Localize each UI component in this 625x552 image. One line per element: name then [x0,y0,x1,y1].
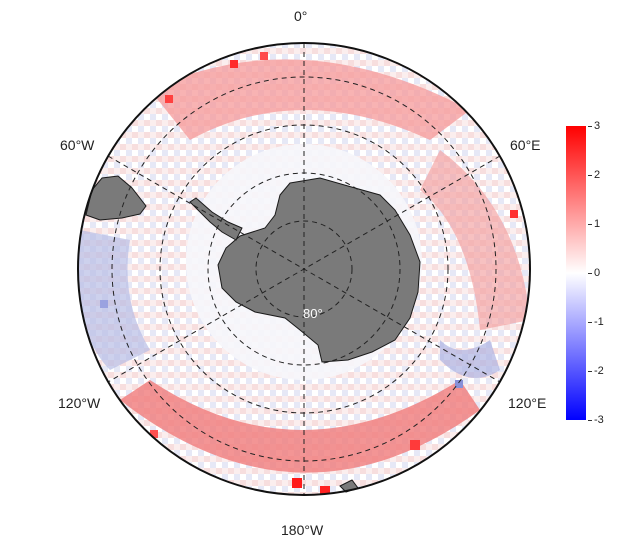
lon-label-60e: 60°E [510,137,541,153]
colorbar-tick-label: -2 [594,365,604,377]
meridian-60w-120e [107,155,501,383]
antarctica-landmass [217,177,421,363]
colorbar-tick-mark [588,224,592,225]
positive-anomaly-east [420,150,530,330]
lon-label-180: 180°W [281,522,324,538]
graticule [107,43,501,495]
lon-label-60w: 60°W [60,137,95,153]
lon-label-120e: 120°E [508,395,547,411]
antarctic-peninsula [189,197,243,241]
colorbar-tick-mark [588,175,592,176]
colorbar-tick-label: -1 [594,316,604,328]
colorbar-tick-mark [588,126,592,127]
negative-anomaly-east [440,340,500,378]
positive-anomaly-north [150,59,470,140]
lon-label-120w: 120°W [58,395,101,411]
negative-anomaly-west [78,230,150,370]
positive-anomaly-south [120,380,480,473]
lon-label-0: 0° [294,8,308,24]
colorbar-tick-label: 1 [594,218,601,230]
colorbar-tick-label: -3 [594,414,604,426]
colorbar-tick-label: 3 [594,120,601,132]
colorbar-tick-label: 0 [594,267,601,279]
south-america-tip [85,175,147,221]
colorbar-tick-mark [588,420,592,421]
colorbar-tick-mark [588,322,592,323]
colorbar-tick-mark [588,371,592,372]
colorbar-tick-label: 2 [594,169,601,181]
colorbar-tick-mark [588,273,592,274]
colorbar [566,126,586,420]
lat-label-80: 80° [303,306,323,321]
map-border [77,42,531,496]
